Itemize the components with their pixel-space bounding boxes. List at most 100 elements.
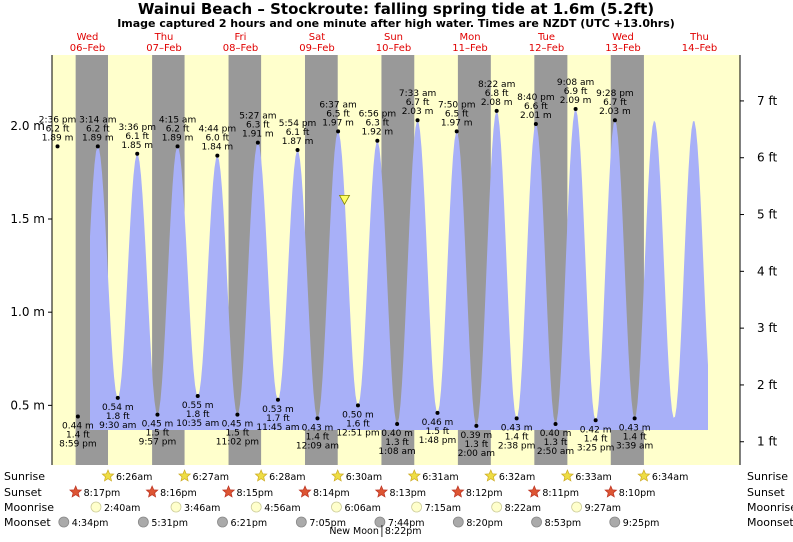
tide-label-time: 5:27 am — [239, 112, 276, 122]
tide-label-label: 2.03 m — [402, 107, 434, 117]
low-tide-marker — [553, 422, 558, 426]
tide-label-label: 0.45 m — [142, 420, 174, 430]
sunrise-time: 6:28am — [269, 472, 305, 483]
tide-label-ft: 1.5 ft — [426, 427, 450, 437]
tide-label-ft: 6.7 ft — [603, 98, 627, 108]
day-date: 14–Feb — [682, 43, 717, 54]
high-tide-marker — [135, 151, 140, 156]
sunrise-time: 6:33am — [575, 472, 611, 483]
moonrise-row-label-left: Moonrise — [4, 501, 54, 514]
tide-label-label: 1.89 m — [82, 133, 114, 143]
tide-label-label: 1.92 m — [362, 128, 394, 138]
tide-label-time: 12:09 am — [296, 441, 339, 451]
tide-label-time: 9:30 am — [99, 421, 136, 431]
tide-label-ft: 1.3 ft — [385, 438, 409, 448]
high-tide-marker — [573, 107, 578, 112]
tide-label-ft: 1.3 ft — [544, 438, 568, 448]
right-tick-label: 5 ft — [757, 208, 777, 222]
moonset-icon — [531, 516, 542, 528]
tide-label-time: 2:38 pm — [498, 441, 536, 451]
day-name: Thu — [689, 32, 709, 43]
high-tide-marker — [255, 140, 260, 145]
tide-label-ft: 1.5 ft — [226, 429, 250, 439]
moonset-time: 8:53pm — [545, 518, 582, 529]
moonset-icon — [58, 516, 70, 528]
tide-label-time: 9:08 am — [557, 78, 594, 88]
current-tide-marker — [338, 194, 351, 206]
high-tide-marker — [494, 108, 499, 113]
low-tide-marker — [115, 395, 120, 400]
tide-label-ft: 6.9 ft — [564, 87, 588, 97]
tide-label-label: 0.43 m — [302, 423, 334, 433]
moonrise-time: 4:56am — [264, 503, 300, 514]
sunrise-time: 6:30am — [346, 472, 382, 483]
tide-label-label: 1.84 m — [202, 143, 234, 153]
day-date: 12–Feb — [529, 43, 564, 54]
day-name: Wed — [77, 32, 99, 43]
moonset-icon — [217, 516, 228, 528]
sunset-time: 8:11pm — [542, 488, 579, 499]
tide-label-time: 10:35 am — [176, 419, 219, 429]
new-moon-time: 8:22pm — [385, 526, 422, 537]
tide-label-time: 2:50 am — [537, 447, 574, 457]
day-name: Fri — [235, 32, 247, 43]
sunset-icon — [221, 485, 236, 498]
sunrise-time: 6:26am — [116, 472, 152, 483]
tide-label-time: 6:37 am — [319, 100, 356, 110]
tide-label-ft: 1.4 ft — [66, 431, 90, 441]
low-tide-marker — [632, 416, 637, 421]
tide-label-ft: 6.3 ft — [365, 119, 389, 129]
sunset-row-label-right: Sunset — [747, 486, 785, 499]
tide-label-label: 0.40 m — [540, 429, 572, 439]
tide-label-time: 9:57 pm — [139, 438, 177, 448]
tide-label-ft: 6.2 ft — [46, 124, 70, 134]
tide-label-ft: 1.4 ft — [505, 432, 529, 442]
day-name: Mon — [459, 32, 480, 43]
right-tick-label: 6 ft — [757, 151, 777, 165]
moonrise-icon — [90, 501, 102, 513]
tide-label-label: 0.46 m — [422, 418, 454, 428]
sunrise-row-label-right: Sunrise — [747, 470, 788, 483]
day-date: 08–Feb — [223, 43, 258, 54]
tide-label-ft: 1.4 ft — [584, 434, 608, 444]
sunset-time: 8:15pm — [237, 488, 274, 499]
moonrise-icon — [170, 501, 182, 513]
low-tide-marker — [235, 412, 240, 417]
tide-label-time: 1:48 pm — [419, 436, 457, 446]
high-tide-marker — [215, 153, 220, 158]
low-tide-marker — [474, 423, 479, 428]
day-name: Sun — [384, 32, 403, 43]
tide-label-ft: 6.8 ft — [485, 89, 509, 99]
high-tide-marker — [175, 144, 180, 149]
sunset-time: 8:16pm — [160, 488, 197, 499]
tide-label-ft: 1.8 ft — [186, 410, 210, 420]
moonrise-time: 9:27am — [585, 503, 621, 514]
moonrise-icon — [250, 501, 262, 513]
sunset-time: 8:10pm — [619, 488, 656, 499]
high-tide-marker — [533, 121, 538, 126]
tide-label-time: 2:36 pm — [39, 115, 77, 125]
sunset-time: 8:17pm — [84, 488, 121, 499]
moonrise-time: 2:40am — [104, 503, 140, 514]
tide-label-time: 1:08 am — [378, 447, 415, 457]
tide-label-label: 2.03 m — [599, 107, 631, 117]
tide-label-ft: 6.5 ft — [445, 109, 469, 119]
day-date: 07–Feb — [146, 43, 181, 54]
tide-label-label: 0.39 m — [461, 431, 493, 441]
tide-label-ft: 6.7 ft — [406, 98, 430, 108]
low-tide-marker — [593, 418, 598, 423]
high-tide-marker — [95, 144, 100, 149]
sunset-time: 8:14pm — [313, 488, 350, 499]
moonset-time: 7:44pm — [388, 518, 425, 529]
moonrise-time: 8:22am — [505, 503, 541, 514]
tide-label-label: 2.01 m — [520, 111, 552, 121]
tide-label-ft: 6.1 ft — [286, 128, 310, 138]
sunrise-time: 6:34am — [652, 472, 688, 483]
tide-label-label: 2.08 m — [481, 98, 513, 108]
day-headers: Wed06–FebThu07–FebFri08–FebSat09–FebSun1… — [70, 32, 717, 54]
right-tick-label: 1 ft — [757, 435, 777, 449]
tide-label-time: 3:39 am — [616, 441, 653, 451]
tide-label-time: 12:51 pm — [336, 428, 379, 438]
sunrise-row-label-left: Sunrise — [4, 470, 45, 483]
tide-label-ft: 6.0 ft — [205, 134, 229, 144]
